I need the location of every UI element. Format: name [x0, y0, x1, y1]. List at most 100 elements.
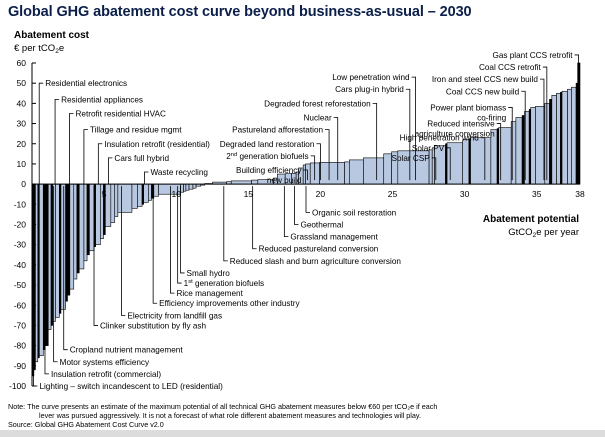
bottom-divider — [0, 430, 605, 437]
bar-7 — [47, 183, 52, 330]
annotation-label: Degraded forest reforestation — [264, 99, 371, 108]
bar-34 — [148, 183, 152, 201]
bar-10 — [55, 183, 60, 318]
leader-line — [405, 88, 411, 181]
leader-line — [333, 117, 339, 181]
leader-line — [69, 113, 74, 185]
annotation-label: new build — [267, 176, 302, 185]
leader-line — [431, 157, 437, 181]
y-tick-label: -30 — [14, 240, 27, 250]
leader-line — [170, 186, 175, 294]
bar-31 — [137, 183, 143, 207]
bar-63 — [363, 157, 385, 185]
chart-title: Global GHG abatement cost curve beyond b… — [8, 4, 472, 20]
annotation-label: Iron and steel CCS new build — [432, 75, 538, 84]
note-line-2: lever was pursued aggressively. It is no… — [39, 411, 421, 420]
annotation-label: Insulation retrofit (residential) — [104, 140, 210, 149]
y-tick-label: 50 — [17, 78, 27, 88]
x-tick-label: 15 — [244, 189, 254, 199]
leader-line — [63, 186, 68, 351]
leader-line — [54, 98, 60, 185]
x-tick-label: 20 — [316, 189, 326, 199]
bar-92 — [571, 86, 577, 185]
bar-29 — [117, 183, 133, 213]
y-tick-label: 10 — [17, 159, 27, 169]
leader-line — [303, 169, 308, 181]
leader-line — [144, 171, 149, 185]
leader-line — [93, 186, 99, 326]
annotation-label: 1st generation biofuels — [184, 279, 265, 288]
annotation-label: Solar CSP — [392, 154, 431, 163]
bar-84 — [535, 106, 546, 185]
bar-36 — [153, 183, 159, 197]
annotation-label: Gas plant CCS retrofit — [492, 51, 573, 60]
annotation-label: Grassland management — [290, 233, 378, 242]
leader-line — [325, 129, 330, 181]
leader-line — [539, 78, 545, 181]
annotation-label: Waste recycling — [150, 168, 208, 177]
bar-19 — [83, 183, 88, 262]
bar-68 — [431, 147, 435, 185]
leader-line — [252, 186, 257, 250]
annotation-label: agriculture conversion — [415, 130, 496, 139]
bar-4 — [39, 183, 44, 357]
y-tick-label: 0 — [21, 179, 26, 189]
x-axis-unit: GtCO2e per year — [508, 227, 579, 239]
bar-20 — [86, 183, 90, 256]
bar-79 — [515, 117, 523, 185]
bar-74 — [470, 137, 492, 185]
bar-15 — [69, 183, 75, 290]
leader-line — [411, 76, 417, 181]
annotation-label: Motor systems efficiency — [60, 358, 150, 367]
y-tick-label: -80 — [14, 341, 27, 351]
bar-71 — [446, 142, 464, 185]
bar-12 — [60, 183, 66, 310]
bar-2 — [35, 183, 39, 363]
y-tick-label: -40 — [14, 260, 27, 270]
x-tick-label: 30 — [460, 189, 470, 199]
y-axis-unit: € per tCO2e — [14, 43, 65, 55]
leader-line — [542, 66, 548, 181]
x-tick-label: 5 — [102, 189, 107, 199]
leader-line — [121, 186, 126, 316]
annotation-label: Clinker substitution by fly ash — [100, 321, 206, 330]
y-tick-label: -50 — [14, 280, 27, 290]
leader-line — [480, 137, 486, 181]
annotation-label: Reduced pastureland conversion — [259, 245, 379, 254]
bar-87 — [551, 95, 557, 185]
leader-line — [310, 155, 316, 181]
x-tick-label: 38 — [575, 189, 585, 199]
y-tick-label: 60 — [17, 58, 27, 68]
bar-40 — [185, 183, 190, 191]
annotation-label: Reduced slash and burn agriculture conve… — [230, 257, 402, 266]
bar-80 — [521, 115, 525, 185]
leader-line — [372, 102, 378, 181]
leader-line — [446, 147, 451, 181]
leader-line — [508, 107, 513, 181]
bar-83 — [530, 107, 536, 185]
source-line: Source: Global GHG Abatement Cost Curve … — [8, 420, 164, 429]
bar-23 — [95, 183, 101, 245]
annotation-label: Solar PV — [412, 144, 445, 153]
annotation-label: Lighting – switch incandescent to LED (r… — [39, 382, 223, 391]
note-line-1: The curve presents an estimate of the ma… — [27, 402, 438, 411]
annotation-label: co-firing — [477, 113, 507, 122]
leader-line — [521, 90, 526, 181]
annotation-label: Low penetration wind — [332, 73, 410, 82]
leader-line — [283, 186, 289, 238]
annotation-label: Rice management — [176, 289, 243, 298]
bar-28 — [114, 183, 119, 217]
bar-57 — [302, 164, 306, 185]
bar-42 — [192, 183, 197, 189]
leader-line — [180, 186, 185, 274]
annotation-label: High penetration wind — [400, 134, 480, 143]
bar-33 — [143, 183, 149, 203]
x-tick-label: 25 — [388, 189, 398, 199]
abatement-cost-curve-chart: 60 50 40 30 20 10 0 -10 -20 -30 -40 -50 -60 -70 -80 -90… — [9, 51, 585, 391]
annotation-label: Electricity from landfill gas — [127, 311, 222, 320]
annotation-label: Geothermal — [300, 221, 343, 230]
leader-line — [38, 82, 44, 185]
annotation-label: Building efficiency — [236, 166, 302, 175]
y-tick-label: 20 — [17, 139, 27, 149]
bar-6 — [44, 183, 49, 346]
